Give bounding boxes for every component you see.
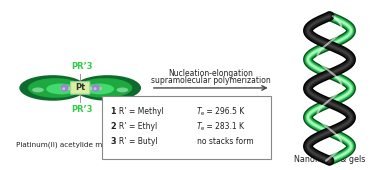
Circle shape <box>94 87 96 90</box>
FancyBboxPatch shape <box>71 82 90 94</box>
Text: 2: 2 <box>111 122 116 131</box>
Text: Platinum(II) acetylide monomers: Platinum(II) acetylide monomers <box>16 141 136 148</box>
Text: PR’3: PR’3 <box>71 105 93 114</box>
Text: e: e <box>201 111 204 116</box>
Ellipse shape <box>32 87 44 92</box>
Text: PR’3: PR’3 <box>71 62 93 71</box>
Text: e: e <box>201 126 204 131</box>
Ellipse shape <box>19 75 86 101</box>
Circle shape <box>62 87 65 90</box>
Text: T: T <box>197 107 201 116</box>
Text: Nanofibers & gels: Nanofibers & gels <box>294 155 365 164</box>
Text: = 283.1 K: = 283.1 K <box>204 122 244 131</box>
Circle shape <box>92 84 100 92</box>
Text: 1: 1 <box>111 107 116 116</box>
Text: no stacks form: no stacks form <box>197 137 254 146</box>
Ellipse shape <box>85 83 114 94</box>
Ellipse shape <box>74 75 141 101</box>
Ellipse shape <box>77 78 132 98</box>
FancyBboxPatch shape <box>102 96 271 159</box>
Text: 1-3: 1-3 <box>113 141 127 147</box>
Ellipse shape <box>116 87 128 92</box>
Ellipse shape <box>46 83 76 94</box>
Text: : R’ = Methyl: : R’ = Methyl <box>114 107 164 116</box>
Text: Pt: Pt <box>75 83 85 92</box>
Text: Nucleation-elongation: Nucleation-elongation <box>168 69 253 78</box>
Text: : R’ = Butyl: : R’ = Butyl <box>114 137 158 146</box>
Text: : R’ = Ethyl: : R’ = Ethyl <box>114 122 157 131</box>
Text: supramolecular polymerization: supramolecular polymerization <box>151 76 271 85</box>
Text: = 296.5 K: = 296.5 K <box>204 107 245 116</box>
Circle shape <box>60 84 68 92</box>
Text: 3: 3 <box>111 137 116 146</box>
Ellipse shape <box>28 78 83 98</box>
Text: T: T <box>197 122 201 131</box>
